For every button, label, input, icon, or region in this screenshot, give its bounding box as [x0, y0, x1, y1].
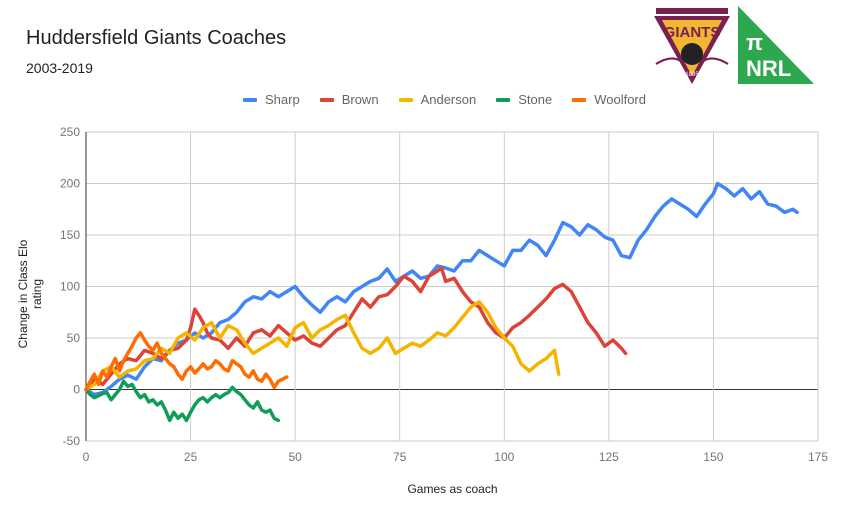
- x-axis-title: Games as coach: [407, 482, 498, 496]
- legend-item-sharp[interactable]: Sharp: [243, 92, 300, 107]
- y-tick-label: 250: [60, 125, 80, 139]
- series-line-stone[interactable]: [84, 379, 281, 423]
- x-tick-label: 50: [288, 450, 302, 464]
- legend-swatch-icon: [243, 97, 257, 102]
- chart-title: Huddersfield Giants Coaches: [26, 27, 287, 49]
- y-tick-label: 150: [60, 228, 80, 242]
- y-tick-label: 50: [67, 331, 81, 345]
- x-tick-label: 0: [83, 450, 90, 464]
- legend-swatch-icon: [496, 97, 511, 102]
- legend-item-anderson[interactable]: Anderson: [398, 92, 477, 107]
- chart-gridlines: [85, 131, 819, 442]
- legend-label: Stone: [518, 92, 553, 107]
- series-line-sharp[interactable]: [84, 181, 799, 397]
- x-tick-label: 175: [808, 450, 828, 464]
- chart-series-lines[interactable]: [84, 181, 799, 423]
- x-tick-label: 75: [393, 450, 407, 464]
- y-tick-label: -50: [63, 434, 81, 448]
- x-tick-label: 150: [703, 450, 723, 464]
- legend-label: Anderson: [420, 92, 477, 107]
- legend-swatch-icon: [319, 97, 334, 102]
- giants-logo-year: 1895: [685, 72, 699, 78]
- y-tick-label: 0: [73, 383, 80, 397]
- series-line-anderson[interactable]: [84, 300, 561, 392]
- y-tick-label: 100: [60, 280, 80, 294]
- x-tick-label: 125: [599, 450, 619, 464]
- legend-item-woolford[interactable]: Woolford: [572, 92, 646, 107]
- y-tick-label: 200: [60, 177, 80, 191]
- legend-label: Sharp: [265, 92, 300, 107]
- nrl-text: NRL: [746, 56, 792, 81]
- nrl-logo: [738, 6, 814, 84]
- x-tick-label: 100: [494, 450, 514, 464]
- legend-swatch-icon: [398, 97, 413, 102]
- legend-label: Brown: [341, 92, 379, 107]
- legend-label: Woolford: [594, 92, 646, 107]
- legend-item-brown[interactable]: Brown: [319, 92, 379, 107]
- legend-swatch-icon: [572, 97, 587, 102]
- legend-item-stone[interactable]: Stone: [496, 92, 552, 107]
- giants-logo: GIANTS 1895: [654, 8, 730, 84]
- chart-legend: Sharp Brown Anderson Stone Woolford: [243, 92, 646, 107]
- x-tick-label: 25: [184, 450, 198, 464]
- series-line-brown[interactable]: [84, 266, 628, 392]
- y-axis-title: Change in Class Elo rating: [16, 239, 44, 349]
- giants-logo-text: GIANTS: [664, 24, 721, 41]
- series-line-woolford[interactable]: [84, 331, 289, 392]
- chart-subtitle: 2003-2019: [26, 60, 93, 76]
- pi-symbol: π: [746, 30, 763, 55]
